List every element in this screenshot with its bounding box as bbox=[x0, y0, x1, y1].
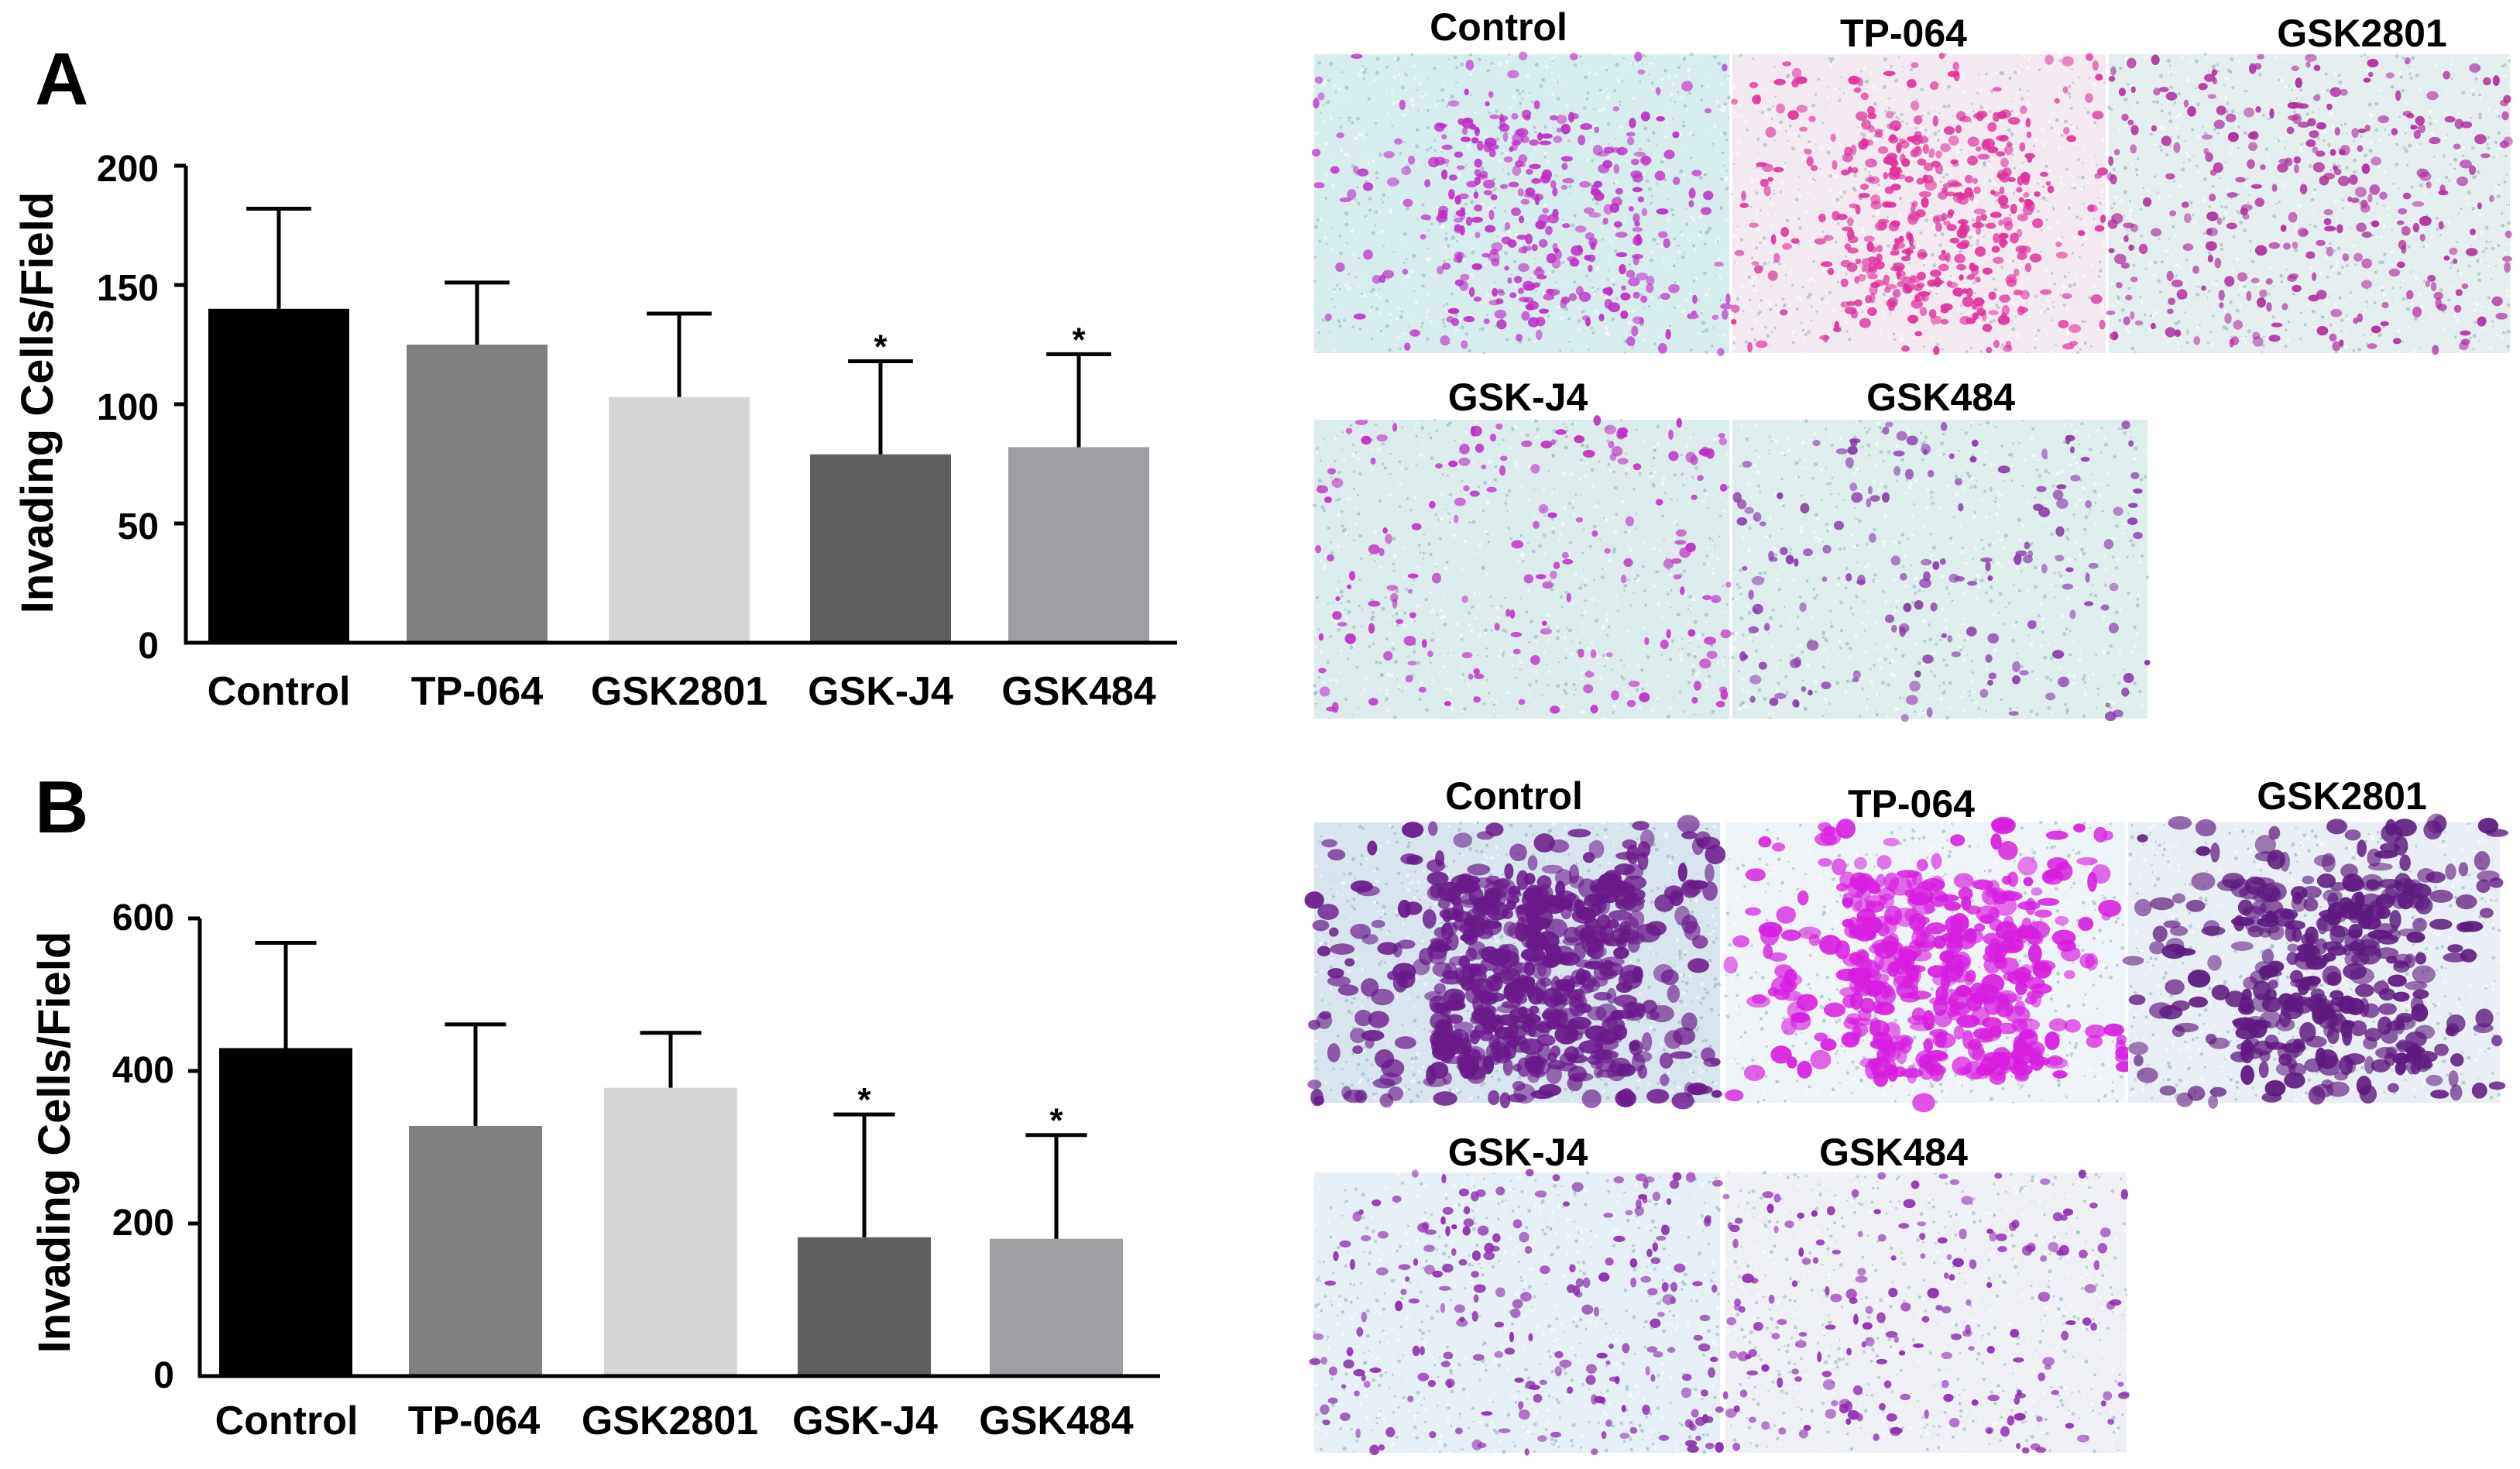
panel-a-sig-gsk484: * bbox=[1072, 321, 1086, 359]
panel-b-errorbar-gskj4 bbox=[833, 1112, 895, 1237]
panel-b-micrograph-gsk2801: GSK2801 bbox=[2122, 774, 2509, 1109]
panel-a-xtick-gsk2801: GSK2801 bbox=[591, 669, 767, 714]
panel-a-xtick-gskj4: GSK-J4 bbox=[808, 669, 953, 714]
panel-a-bar-tp064 bbox=[407, 345, 548, 643]
panel-b-ytick: 0 bbox=[153, 1355, 174, 1396]
panel-a-errorbar-control bbox=[246, 206, 311, 309]
panel-a-axes bbox=[174, 163, 1177, 645]
panel-a-xtick-control: Control bbox=[208, 669, 351, 714]
panel-b-significance: * * bbox=[857, 1081, 1063, 1140]
micrograph-label: Control bbox=[1445, 774, 1583, 818]
panel-b-chart: 0 200 400 600 bbox=[112, 898, 1160, 1443]
panel-a-ytick: 150 bbox=[97, 268, 159, 309]
panel-a-bar-gsk2801 bbox=[609, 396, 750, 643]
micrograph-image bbox=[2109, 54, 2510, 353]
panel-b-yticks: 0 200 400 600 bbox=[112, 898, 174, 1396]
panel-b-micrograph-gskj4: GSK-J4 bbox=[1309, 1131, 1724, 1456]
micrograph-label: Control bbox=[1430, 5, 1567, 49]
panel-b-bar-tp064 bbox=[409, 1125, 542, 1376]
micrograph-label: GSK-J4 bbox=[1448, 1131, 1588, 1174]
micrograph-stain bbox=[1309, 1169, 1724, 1456]
panel-b-bar-gsk484 bbox=[990, 1238, 1123, 1376]
micrograph-label: GSK2801 bbox=[2277, 12, 2447, 55]
panel-b-xtick-gskj4: GSK-J4 bbox=[792, 1399, 938, 1443]
panel-b-micrographs: Control TP-064 GSK2801 GSK-J4 GSK484 bbox=[1304, 774, 2509, 1456]
panel-b-ylabel: Invading Cells/Field bbox=[29, 932, 80, 1354]
panel-b-sig-gsk484: * bbox=[1049, 1102, 1063, 1140]
panel-b-ytick: 400 bbox=[112, 1050, 174, 1091]
panel-a-ytick: 100 bbox=[97, 387, 159, 428]
panel-b-axes bbox=[188, 916, 1160, 1378]
panel-a-errorbar-gsk2801 bbox=[647, 311, 712, 397]
panel-b-errorbar-control bbox=[255, 941, 317, 1049]
panel-b-micrograph-control: Control bbox=[1304, 774, 1726, 1110]
panel-a: A Invading Cells/Field 0 50 100 150 200 bbox=[12, 5, 2513, 722]
panel-b-errorbar-tp064 bbox=[445, 1022, 506, 1126]
panel-b-xticks: Control TP-064 GSK2801 GSK-J4 GSK484 bbox=[215, 1399, 1134, 1443]
panel-a-yticks: 0 50 100 150 200 bbox=[97, 149, 159, 667]
panel-b-ytick: 600 bbox=[112, 898, 174, 939]
micrograph-stain bbox=[1312, 51, 1733, 356]
panel-a-errorbar-tp064 bbox=[445, 280, 510, 345]
micrograph-image bbox=[1314, 420, 1729, 719]
panel-b-errorbar-gsk2801 bbox=[640, 1031, 702, 1088]
panel-a-ytick: 50 bbox=[118, 506, 159, 547]
panel-a-micrograph-tp064: TP-064 bbox=[1730, 12, 2108, 355]
panel-a-errorbar-gsk484 bbox=[1046, 352, 1111, 448]
panel-b-xtick-control: Control bbox=[215, 1399, 359, 1443]
panel-b-bar-gskj4 bbox=[798, 1237, 931, 1376]
micrograph-stain bbox=[1723, 816, 2133, 1113]
micrograph-stain bbox=[1730, 52, 2108, 355]
panel-a-significance: * * bbox=[874, 321, 1086, 366]
micrograph-stain bbox=[1304, 815, 1726, 1110]
panel-b-bar-gsk2801 bbox=[604, 1087, 737, 1376]
micrograph-label: TP-064 bbox=[1848, 782, 1975, 825]
panel-a-ytick: 0 bbox=[138, 626, 159, 667]
panel-b-errorbars bbox=[255, 941, 1087, 1239]
panel-a-letter: A bbox=[35, 38, 88, 121]
micrograph-label: GSK2801 bbox=[2257, 774, 2427, 818]
micrograph-label: GSK-J4 bbox=[1448, 376, 1588, 419]
panel-b-xtick-tp064: TP-064 bbox=[408, 1399, 541, 1443]
panel-a-micrograph-gsk2801: GSK2801 bbox=[2106, 12, 2513, 355]
panel-b-errorbar-gsk484 bbox=[1025, 1133, 1087, 1239]
panel-a-chart: 0 50 100 150 200 bbox=[97, 149, 1177, 714]
panel-a-xtick-tp064: TP-064 bbox=[411, 669, 544, 714]
micrograph-image bbox=[1732, 420, 2147, 719]
panel-b-bar-control bbox=[219, 1048, 352, 1376]
panel-b-micrograph-tp064: TP-064 bbox=[1723, 782, 2133, 1113]
panel-b-sig-gskj4: * bbox=[857, 1081, 871, 1119]
panel-b-letter: B bbox=[35, 766, 88, 849]
panel-a-xticks: Control TP-064 GSK2801 GSK-J4 GSK484 bbox=[208, 669, 1156, 714]
panel-b: B Invading Cells/Field 0 200 400 600 bbox=[29, 766, 2509, 1456]
panel-a-xtick-gsk484: GSK484 bbox=[1001, 669, 1156, 714]
micrograph-stain bbox=[1730, 418, 2151, 722]
panel-a-micrograph-gsk484: GSK484 bbox=[1730, 376, 2151, 722]
panel-b-xtick-gsk2801: GSK2801 bbox=[582, 1399, 758, 1443]
panel-a-bar-control bbox=[208, 308, 349, 643]
panel-b-ytick: 200 bbox=[112, 1203, 174, 1244]
micrograph-stain bbox=[1722, 1169, 2130, 1454]
panel-a-bars bbox=[208, 308, 1149, 643]
panel-a-bar-gskj4 bbox=[810, 454, 951, 643]
panel-a-ytick: 200 bbox=[97, 149, 159, 190]
micrograph-label: TP-064 bbox=[1840, 12, 1967, 55]
panel-b-micrograph-gsk484: GSK484 bbox=[1722, 1131, 2130, 1454]
micrograph-stain bbox=[2106, 52, 2513, 355]
panel-a-bar-gsk484 bbox=[1008, 447, 1149, 643]
panel-a-errorbars bbox=[246, 206, 1111, 455]
micrograph-label: GSK484 bbox=[1819, 1131, 1968, 1174]
micrograph-label: GSK484 bbox=[1866, 376, 2015, 419]
panel-a-micrographs: Control TP-064 GSK2801 GSK-J4 GSK484 bbox=[1312, 5, 2513, 722]
panel-b-xtick-gsk484: GSK484 bbox=[979, 1399, 1134, 1443]
panel-a-micrograph-control: Control bbox=[1312, 5, 1733, 356]
panel-a-micrograph-gskj4: GSK-J4 bbox=[1313, 376, 1732, 720]
panel-a-sig-gskj4: * bbox=[874, 328, 887, 366]
micrograph-stain bbox=[2122, 813, 2509, 1109]
panel-a-ylabel: Invading Cells/Field bbox=[12, 192, 63, 614]
panel-b-bars bbox=[219, 1048, 1123, 1376]
micrograph-stain bbox=[1313, 415, 1732, 720]
panel-a-errorbar-gskj4 bbox=[848, 359, 913, 455]
